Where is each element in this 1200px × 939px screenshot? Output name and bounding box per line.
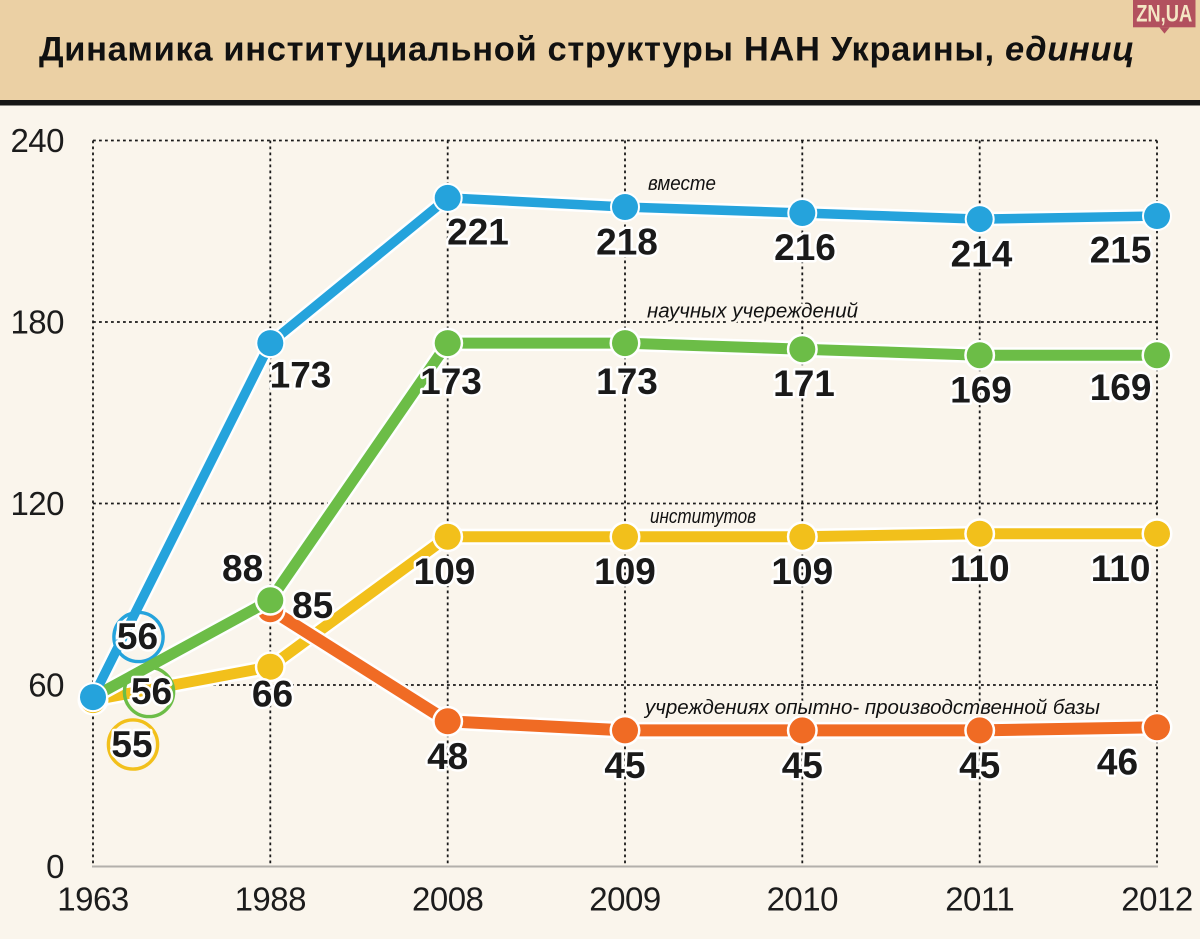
svg-text:218: 218 <box>596 222 658 263</box>
svg-text:вместе: вместе <box>648 173 716 195</box>
svg-text:110: 110 <box>950 548 1010 589</box>
svg-text:240: 240 <box>10 122 64 159</box>
svg-text:173: 173 <box>270 355 332 396</box>
svg-text:214: 214 <box>951 234 1013 275</box>
svg-text:1963: 1963 <box>57 881 128 918</box>
svg-text:учреждениях опытно- производст: учреждениях опытно- производственной баз… <box>643 697 1100 719</box>
svg-text:2008: 2008 <box>412 881 483 918</box>
svg-text:55: 55 <box>111 724 152 765</box>
svg-text:169: 169 <box>950 370 1012 411</box>
svg-text:2011: 2011 <box>945 881 1014 918</box>
svg-text:2012: 2012 <box>1121 881 1192 918</box>
svg-text:ZN,UA: ZN,UA <box>1136 1 1192 28</box>
svg-text:216: 216 <box>774 227 836 268</box>
svg-text:66: 66 <box>252 674 293 715</box>
svg-text:221: 221 <box>447 212 509 253</box>
svg-text:46: 46 <box>1097 742 1138 783</box>
svg-text:45: 45 <box>959 745 1000 786</box>
svg-text:169: 169 <box>1090 367 1152 408</box>
svg-text:109: 109 <box>414 551 476 592</box>
svg-text:56: 56 <box>117 616 158 657</box>
svg-text:180: 180 <box>10 304 64 341</box>
svg-text:109: 109 <box>771 551 833 592</box>
svg-text:научных учереждений: научных учереждений <box>647 301 858 323</box>
svg-text:56: 56 <box>131 671 172 712</box>
svg-text:0: 0 <box>46 848 64 885</box>
svg-text:109: 109 <box>594 551 656 592</box>
svg-text:173: 173 <box>420 361 482 402</box>
svg-text:215: 215 <box>1090 230 1152 271</box>
svg-text:2010: 2010 <box>767 881 839 918</box>
svg-text:88: 88 <box>222 548 263 589</box>
svg-text:85: 85 <box>292 585 333 626</box>
svg-text:173: 173 <box>596 361 658 402</box>
svg-text:171: 171 <box>773 363 835 404</box>
svg-text:45: 45 <box>782 745 823 786</box>
svg-text:110: 110 <box>1091 548 1151 589</box>
svg-text:1988: 1988 <box>235 881 306 918</box>
svg-text:120: 120 <box>10 485 64 522</box>
svg-text:48: 48 <box>427 736 468 777</box>
svg-text:2009: 2009 <box>589 881 660 918</box>
svg-text:Динамика институциальной струк: Динамика институциальной структуры НАН У… <box>39 31 1135 69</box>
svg-text:45: 45 <box>604 745 645 786</box>
svg-text:60: 60 <box>28 667 64 704</box>
svg-text:институтов: институтов <box>650 506 756 528</box>
